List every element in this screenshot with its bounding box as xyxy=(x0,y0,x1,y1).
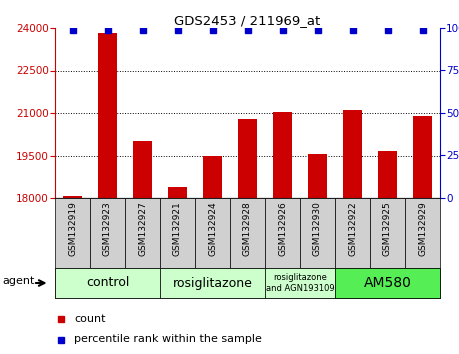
Text: AM580: AM580 xyxy=(364,276,411,290)
Text: GSM132929: GSM132929 xyxy=(418,201,427,256)
Bar xyxy=(160,198,195,268)
Text: GSM132921: GSM132921 xyxy=(173,201,182,256)
Bar xyxy=(308,154,327,198)
Bar xyxy=(168,187,187,198)
Text: GSM132923: GSM132923 xyxy=(103,201,112,256)
Bar xyxy=(370,198,405,268)
Bar xyxy=(343,110,362,198)
Bar xyxy=(133,141,152,198)
Text: GSM132928: GSM132928 xyxy=(243,201,252,256)
Bar xyxy=(203,156,222,198)
Bar xyxy=(90,198,125,268)
Bar xyxy=(405,198,440,268)
Text: GSM132930: GSM132930 xyxy=(313,201,322,256)
Bar xyxy=(55,268,160,298)
Bar xyxy=(230,198,265,268)
Text: rosiglitazone
and AGN193109: rosiglitazone and AGN193109 xyxy=(266,273,334,293)
Title: GDS2453 / 211969_at: GDS2453 / 211969_at xyxy=(174,14,321,27)
Bar xyxy=(195,198,230,268)
Text: GSM132919: GSM132919 xyxy=(68,201,77,256)
Text: rosiglitazone: rosiglitazone xyxy=(173,276,252,290)
Bar xyxy=(98,33,117,198)
Text: percentile rank within the sample: percentile rank within the sample xyxy=(74,335,262,344)
Text: GSM132926: GSM132926 xyxy=(278,201,287,256)
Text: GSM132922: GSM132922 xyxy=(348,201,357,256)
Bar xyxy=(238,119,257,198)
Bar xyxy=(273,113,292,198)
Bar xyxy=(160,268,265,298)
Bar xyxy=(300,198,335,268)
Bar xyxy=(335,198,370,268)
Text: count: count xyxy=(74,314,106,324)
Text: agent: agent xyxy=(3,276,35,286)
Bar xyxy=(335,268,440,298)
Text: GSM132925: GSM132925 xyxy=(383,201,392,256)
Bar xyxy=(265,268,335,298)
Bar xyxy=(378,151,397,198)
Bar xyxy=(55,198,90,268)
Text: control: control xyxy=(86,276,129,290)
Text: GSM132924: GSM132924 xyxy=(208,201,217,256)
Bar xyxy=(413,116,432,198)
Bar xyxy=(63,196,82,198)
Bar xyxy=(265,198,300,268)
Text: GSM132927: GSM132927 xyxy=(138,201,147,256)
Bar xyxy=(125,198,160,268)
